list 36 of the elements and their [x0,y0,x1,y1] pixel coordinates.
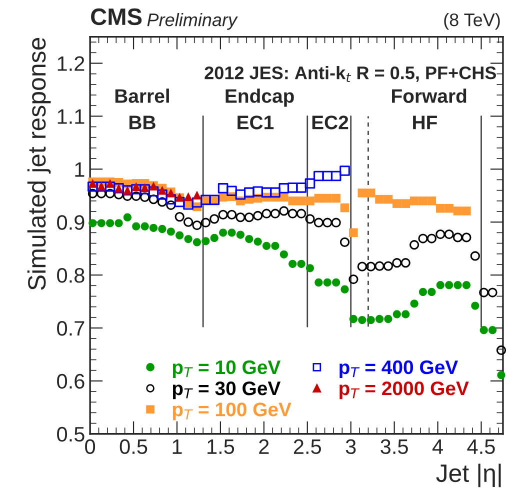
annotation: EC2 [312,116,348,130]
y-tick-label: 0.6 [57,374,84,389]
legend-label: p$_{T}$ = 100 GeV [172,402,292,420]
legend-label: p$_{T}$ = 400 GeV [340,360,458,378]
chart-subtitle: Preliminary [147,12,238,30]
x-tick-label: 3.5 [380,439,408,454]
y-axis-title: Simulated jet response [27,38,51,290]
x-axis-title: Jet |η| [436,464,501,488]
x-tick-label: 1.5 [208,440,234,454]
text: (8 TeV) [444,12,500,30]
annotation: Barrel [115,88,169,103]
x-tick-label: 2 [259,439,269,454]
x-tick-label: 0.5 [120,439,148,454]
y-tick-label: 0.8 [57,268,84,283]
legend-label: p$_{T}$ = 2000 GeV [340,381,469,400]
annotation: BB [129,116,156,130]
y-tick-label: 1 [75,162,84,177]
legend-label: p$_{T}$ = 10 GeV [172,360,281,378]
y-tick-label: 0.9 [57,215,84,230]
y-tick-label: 0.5 [57,426,84,442]
x-tick-label: 4.5 [467,440,495,454]
x-tick-label: 2.5 [294,439,321,454]
annotation: Endcap [226,88,294,107]
x-tick-label: 3 [346,439,356,454]
y-tick-label: 1.2 [58,56,84,71]
y-tick-label: 1.1 [58,109,84,124]
x-tick-label: 0 [85,439,96,454]
chart-title: CMS [91,8,142,26]
x-tick-label: 1 [172,440,182,454]
annotation: 2012 JES: Anti-k$_{t}$ R = 0.5, PF+CHS [204,66,496,82]
legend-label: p$_{T}$ = 30 GeV [172,381,281,400]
x-tick-label: 4 [432,440,443,454]
annotation: HF [413,116,437,130]
annotation: Forward [392,88,466,103]
y-tick-label: 0.7 [57,320,84,336]
annotation: EC1 [238,116,274,130]
